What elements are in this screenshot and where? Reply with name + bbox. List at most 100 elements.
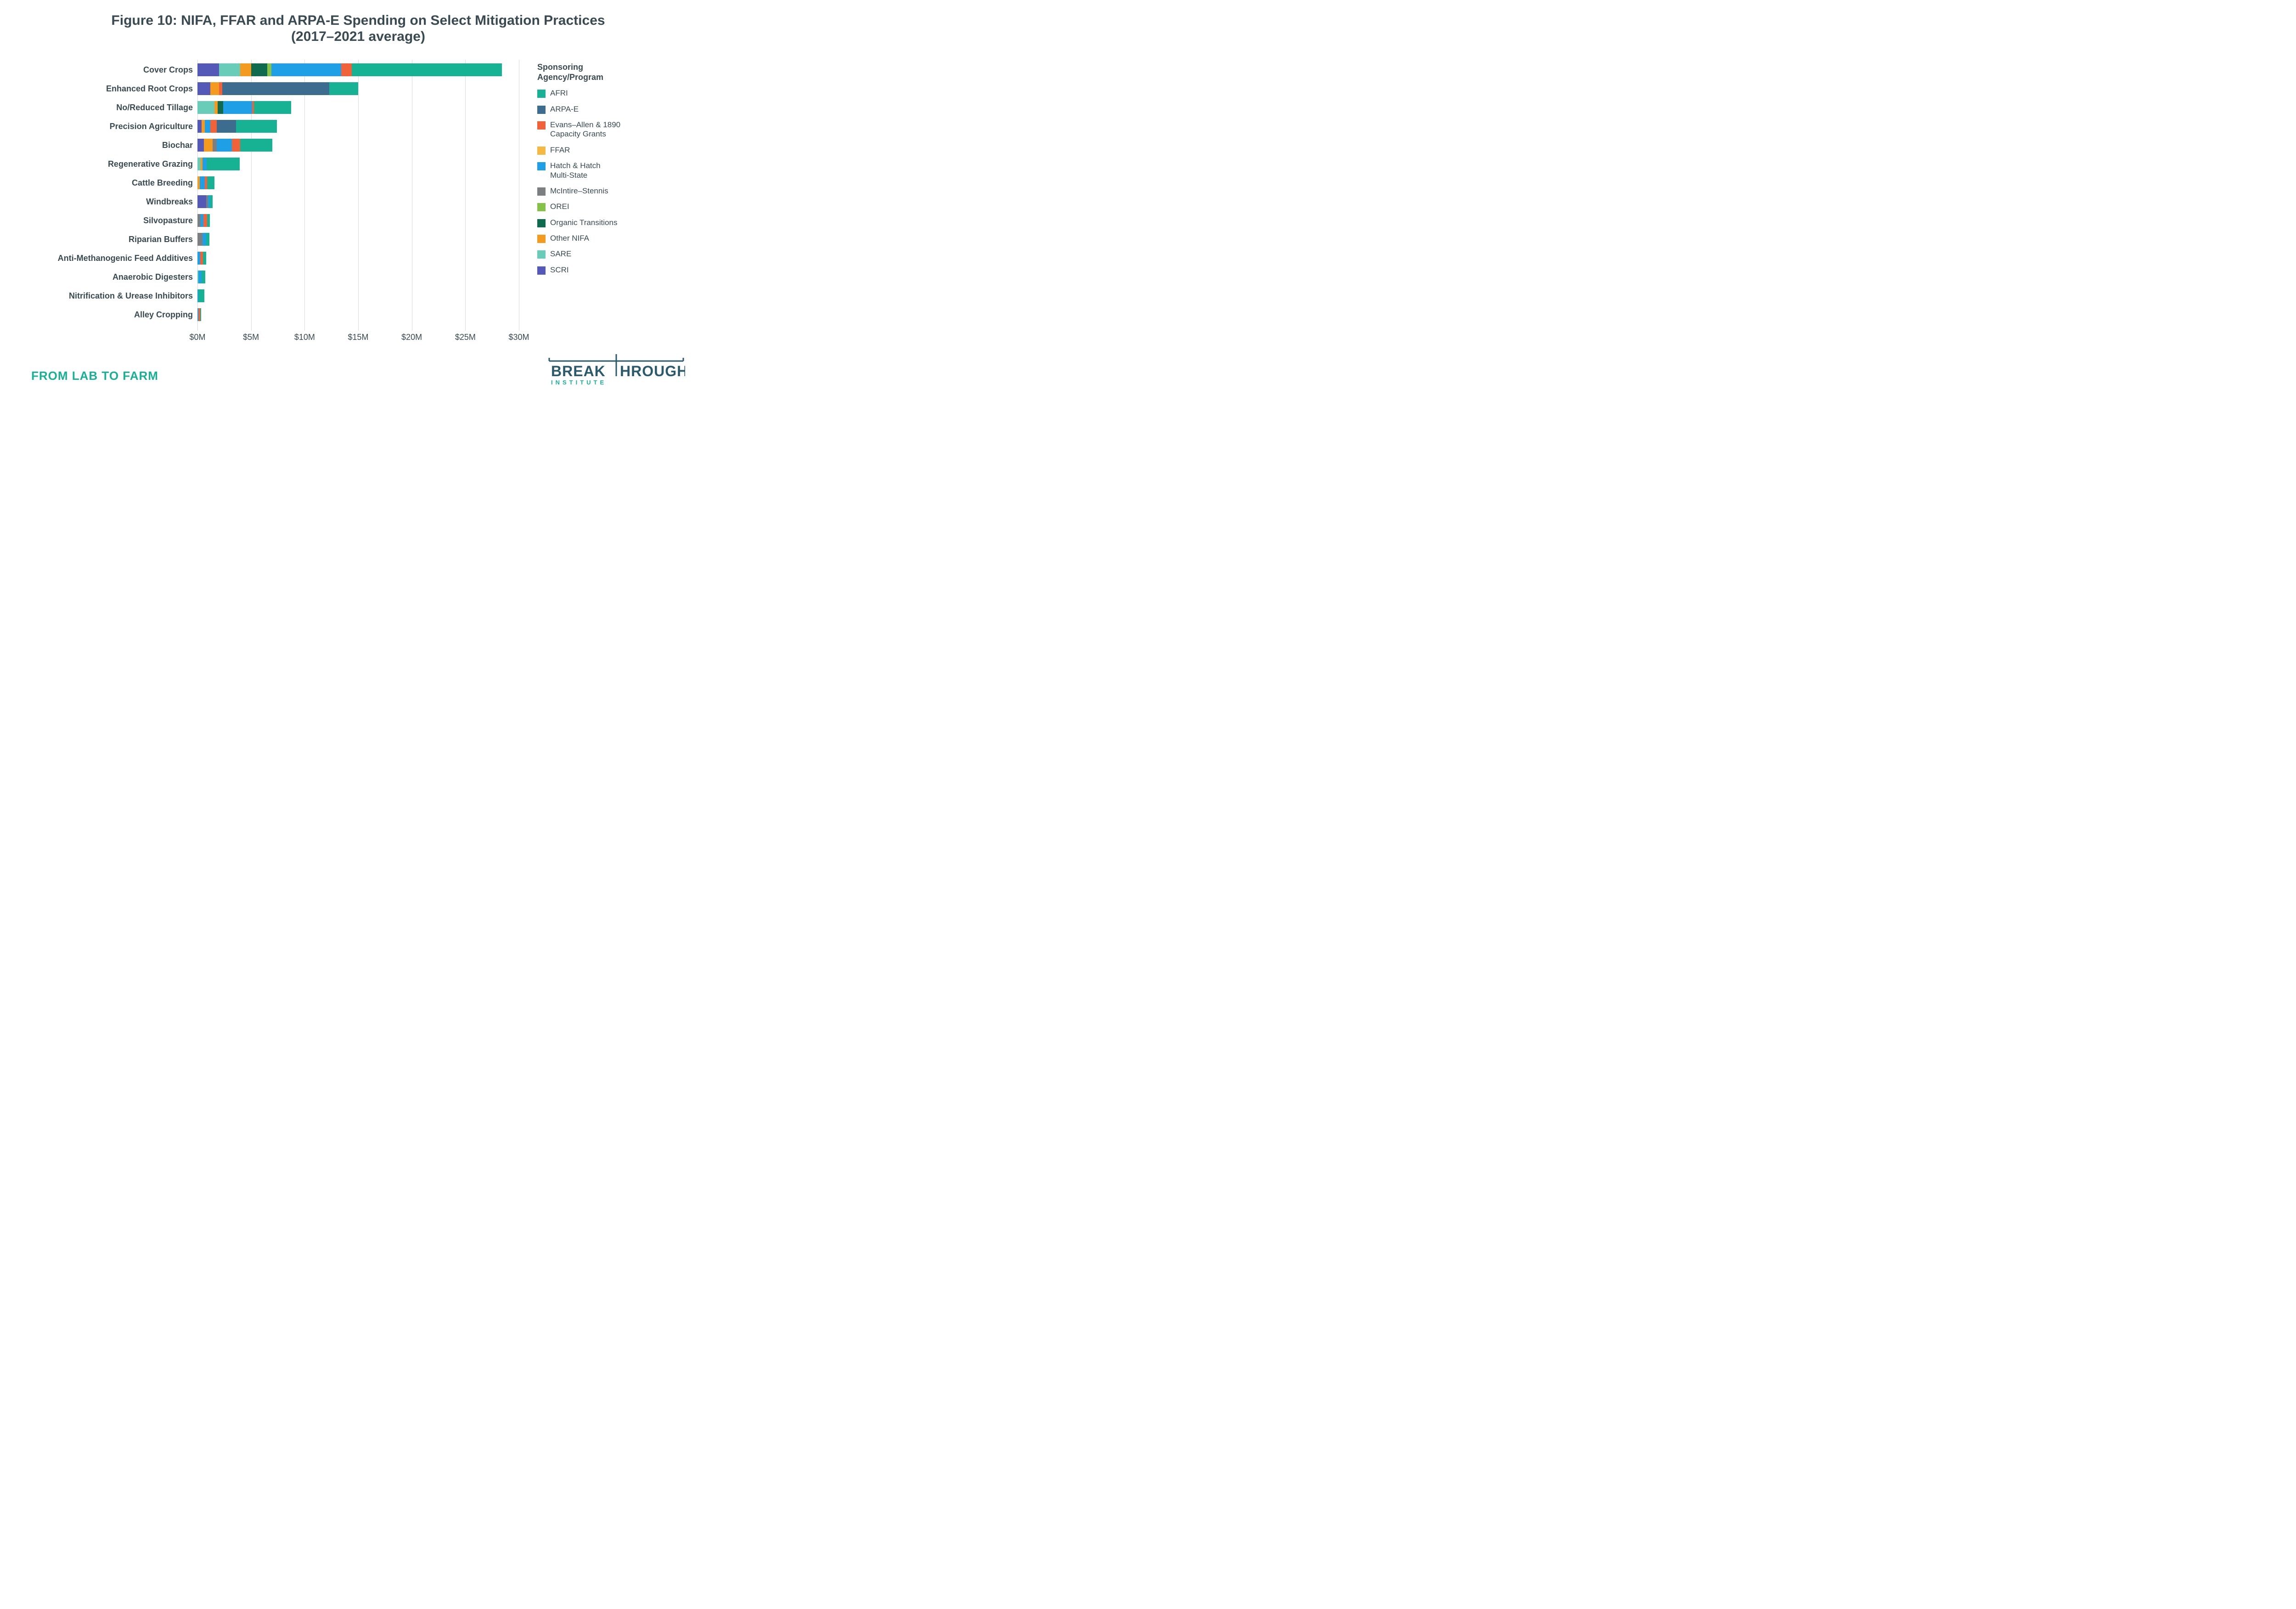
bar-segment-hatch xyxy=(217,139,232,152)
x-tick-label: $5M xyxy=(243,333,259,342)
legend-item: Evans–Allen & 1890 Capacity Grants xyxy=(537,120,652,139)
bar-segment-arpae xyxy=(222,82,329,95)
legend: Sponsoring Agency/Program AFRI ARPA-E Evan… xyxy=(537,62,652,281)
category-label: Cattle Breeding xyxy=(46,176,193,189)
legend-title: Sponsoring Agency/Program xyxy=(537,62,652,82)
legend-label: AFRI xyxy=(550,89,568,98)
legend-label: Evans–Allen & 1890 Capacity Grants xyxy=(550,120,620,139)
bar-segment-arpae xyxy=(217,120,236,133)
category-label: Regenerative Grazing xyxy=(46,158,193,170)
bar-segment-afri xyxy=(236,120,277,133)
bar-segment-afri xyxy=(198,289,204,302)
legend-swatch xyxy=(537,121,546,130)
bar-row: Biochar xyxy=(197,139,519,152)
bar-segment-afri xyxy=(207,176,214,189)
category-label: Silvopasture xyxy=(46,214,193,227)
legend-swatch xyxy=(537,90,546,98)
category-label: Enhanced Root Crops xyxy=(46,82,193,95)
bar-segment-afri xyxy=(240,139,272,152)
bar-segment-other xyxy=(204,139,213,152)
legend-item: FFAR xyxy=(537,146,652,155)
bar-segment-scri xyxy=(197,195,206,208)
breakthrough-logo: BREAK HROUGH INSTITUTE xyxy=(547,354,685,389)
bar-segment-afri xyxy=(203,252,206,265)
x-tick-label: $25M xyxy=(455,333,476,342)
bar-row: No/Reduced Tillage xyxy=(197,101,519,114)
bar-segment-hatch xyxy=(223,101,252,114)
legend-label: OREI xyxy=(550,202,569,211)
legend-label: Organic Transitions xyxy=(550,218,617,227)
bar-segment-other xyxy=(214,101,218,114)
bar-segment-afri xyxy=(329,82,358,95)
bar-segment-afri xyxy=(202,271,205,283)
bar-segment-evans xyxy=(210,120,217,133)
legend-swatch xyxy=(537,147,546,155)
legend-label: SCRI xyxy=(550,265,569,275)
bar-row: Enhanced Root Crops xyxy=(197,82,519,95)
category-label: Precision Agriculture xyxy=(46,120,193,133)
bar-segment-sare xyxy=(197,158,201,170)
category-label: Anaerobic Digesters xyxy=(46,271,193,283)
figure-container: Figure 10: NIFA, FFAR and ARPA-E Spendin… xyxy=(0,0,716,402)
category-label: Anti-Methanogenic Feed Additives xyxy=(46,252,193,265)
bar-segment-orei xyxy=(267,63,271,76)
bar-segment-evans xyxy=(219,82,222,95)
bar-segment-hatch xyxy=(203,233,206,246)
bar-segment-evans xyxy=(232,139,241,152)
legend-item: AFRI xyxy=(537,89,652,98)
x-tick-label: $30M xyxy=(508,333,529,342)
bar-segment-scri xyxy=(197,63,219,76)
x-axis-labels: $0M$5M$10M$15M$20M$25M$30M xyxy=(197,333,519,346)
bar-segment-other xyxy=(210,82,219,95)
legend-swatch xyxy=(537,187,546,196)
legend-label: SARE xyxy=(550,249,571,259)
bar-segment-mcint xyxy=(213,139,217,152)
bar-segment-orgtr xyxy=(218,101,223,114)
bar-segment-afri xyxy=(207,214,210,227)
bar-segment-scri xyxy=(197,120,202,133)
chart-title-line1: Figure 10: NIFA, FFAR and ARPA-E Spendin… xyxy=(0,13,716,29)
legend-item: Other NIFA xyxy=(537,234,652,243)
legend-item: ARPA-E xyxy=(537,105,652,114)
bar-segment-hatch xyxy=(198,271,202,283)
legend-item: SCRI xyxy=(537,265,652,275)
svg-text:HROUGH: HROUGH xyxy=(620,363,685,379)
category-label: Cover Crops xyxy=(46,63,193,76)
legend-item: Organic Transitions xyxy=(537,218,652,227)
bar-segment-mcint xyxy=(197,214,201,227)
legend-label: Hatch & Hatch Multi-State xyxy=(550,161,601,180)
legend-swatch xyxy=(537,235,546,243)
legend-item: SARE xyxy=(537,249,652,259)
bar-segment-orgtr xyxy=(251,63,267,76)
chart-area: Cover Crops Enhanced Root Crops No/Reduced… xyxy=(46,60,670,363)
x-tick-label: $10M xyxy=(294,333,315,342)
bar-row: Windbreaks xyxy=(197,195,519,208)
svg-text:BREAK: BREAK xyxy=(551,363,606,379)
bar-row: Alley Cropping xyxy=(197,308,519,321)
bar-row: Anti-Methanogenic Feed Additives xyxy=(197,252,519,265)
bar-segment-afri xyxy=(352,63,502,76)
x-tick-label: $20M xyxy=(401,333,422,342)
chart-title: Figure 10: NIFA, FFAR and ARPA-E Spendin… xyxy=(0,0,716,45)
bar-row: Nitrification & Urease Inhibitors xyxy=(197,289,519,302)
bar-segment-afri xyxy=(200,308,201,321)
x-tick-label: $0M xyxy=(189,333,205,342)
legend-label: McIntire–Stennis xyxy=(550,186,608,196)
category-label: Nitrification & Urease Inhibitors xyxy=(46,289,193,302)
bar-segment-afri xyxy=(207,158,240,170)
chart-title-line2: (2017–2021 average) xyxy=(0,29,716,45)
legend-swatch xyxy=(537,266,546,275)
legend-swatch xyxy=(537,219,546,227)
bar-segment-other xyxy=(240,63,251,76)
bar-segment-afri xyxy=(210,195,213,208)
bar-segment-scri xyxy=(197,82,210,95)
category-label: Windbreaks xyxy=(46,195,193,208)
bar-row: Cattle Breeding xyxy=(197,176,519,189)
category-label: Riparian Buffers xyxy=(46,233,193,246)
bar-row: Anaerobic Digesters xyxy=(197,271,519,283)
legend-item: Hatch & Hatch Multi-State xyxy=(537,161,652,180)
bar-row: Regenerative Grazing xyxy=(197,158,519,170)
bar-row: Cover Crops xyxy=(197,63,519,76)
footer-tagline: FROM LAB TO FARM xyxy=(31,369,158,383)
bar-row: Precision Agriculture xyxy=(197,120,519,133)
